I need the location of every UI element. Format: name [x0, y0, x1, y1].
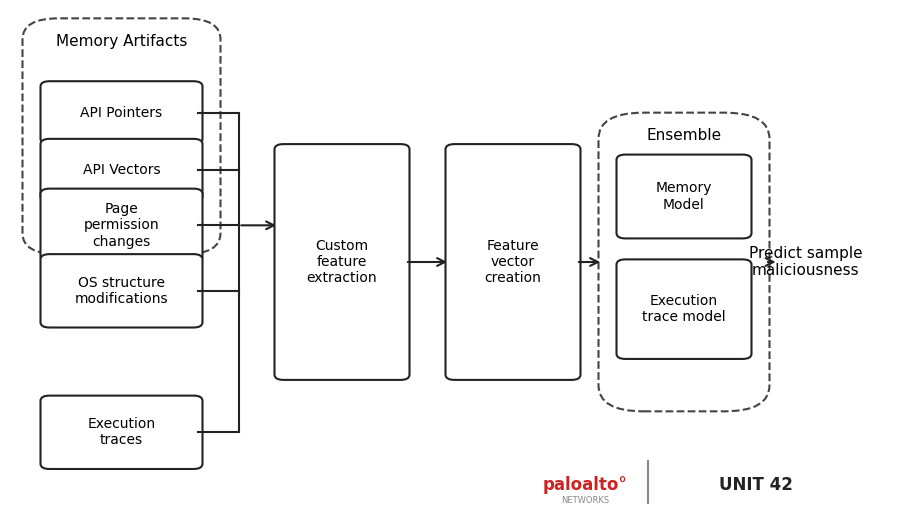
Text: paloalto°: paloalto° — [543, 476, 627, 494]
Text: API Pointers: API Pointers — [80, 106, 163, 119]
FancyBboxPatch shape — [40, 81, 202, 144]
FancyBboxPatch shape — [22, 18, 220, 254]
FancyBboxPatch shape — [616, 259, 751, 359]
Text: API Vectors: API Vectors — [83, 163, 160, 177]
Text: OS structure
modifications: OS structure modifications — [75, 276, 168, 306]
Text: Custom
feature
extraction: Custom feature extraction — [307, 239, 377, 285]
Text: Execution
traces: Execution traces — [87, 417, 156, 447]
FancyBboxPatch shape — [598, 113, 770, 411]
Text: UNIT 42: UNIT 42 — [719, 476, 793, 494]
FancyBboxPatch shape — [446, 144, 580, 380]
Text: Memory
Model: Memory Model — [656, 181, 712, 212]
FancyBboxPatch shape — [40, 396, 202, 469]
Text: Page
permission
changes: Page permission changes — [84, 202, 159, 248]
FancyBboxPatch shape — [40, 189, 202, 262]
Text: Predict sample
maliciousness: Predict sample maliciousness — [749, 246, 862, 278]
FancyBboxPatch shape — [40, 139, 202, 202]
Text: Ensemble: Ensemble — [646, 128, 722, 144]
FancyBboxPatch shape — [274, 144, 410, 380]
Text: NETWORKS: NETWORKS — [561, 496, 609, 505]
FancyBboxPatch shape — [616, 155, 751, 238]
Text: Memory Artifacts: Memory Artifacts — [56, 34, 187, 49]
Text: Feature
vector
creation: Feature vector creation — [484, 239, 542, 285]
Text: Execution
trace model: Execution trace model — [643, 294, 725, 324]
FancyBboxPatch shape — [40, 254, 202, 328]
